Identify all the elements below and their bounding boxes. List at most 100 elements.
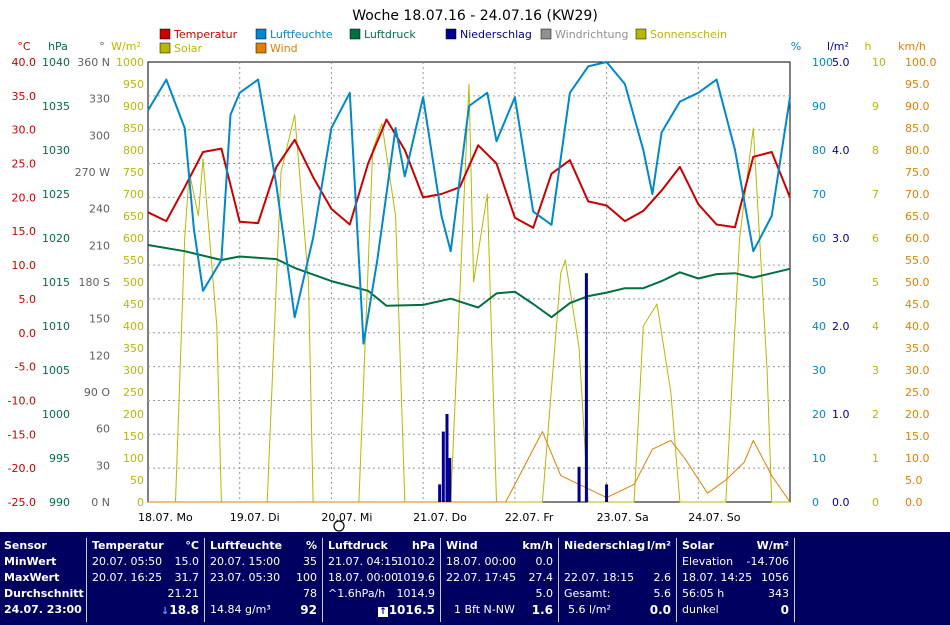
axis-tick-sunshine: 2 [872,408,879,421]
rain-bar [441,431,445,502]
axis-tick-solar: 550 [123,254,144,267]
weather-chart: Woche 18.07.16 - 24.07.16 (KW29) Tempera… [8,8,937,532]
press-trend: ^1.6hPa/h [328,587,386,600]
wind-max-value: 27.4 [528,571,554,584]
luftdruck-header: Luftdruck [328,539,388,552]
plot-area [147,61,791,503]
axis-tick-solar: 950 [123,78,144,91]
rain-bar [584,273,588,502]
temp-current-value: 18.8 [169,603,199,617]
axis-tick-temp: 5.0 [19,293,37,306]
x-tick-label: 23.07. Sa [597,511,649,524]
axis-tick-solar: 450 [123,298,144,311]
axis-tick-sunshine: 6 [872,232,879,245]
axis-unit-direction: ° [99,40,105,53]
temp-min-time: 20.07. 05:50 [92,555,163,568]
axis-units: °C hPa ° W/m²% l/m² h km/h [17,40,926,53]
legend-swatch [635,28,647,40]
trend-up-icon: ↑ [378,607,388,617]
axis-tick-solar: 800 [123,144,144,157]
axis-tick-pressure: 1005 [42,364,70,377]
axis-tick-direction: 300 [89,129,110,142]
press-avg: 1014.9 [396,587,436,600]
axis-tick-solar: 850 [123,122,144,135]
press-min-time: 21.07. 04:15 [328,555,399,568]
axis-tick-wind: 90.0 [905,100,930,113]
axis-tick-direction: 270 W [75,166,110,179]
axis-tick-humidity: 40 [812,320,826,333]
axis-tick-humidity: 10 [812,452,826,465]
sensor-header: Sensor [4,539,47,552]
luftfeuchte-unit: % [305,539,317,552]
axis-tick-temp: 40.0 [12,56,37,69]
luftfeuchte-column: Luftfeuchte% 20.07. 15:00 35 23.07. 05:30… [206,538,323,622]
x-tick-label: 19.07. Di [230,511,280,524]
press-max-value: 1019.6 [396,571,436,584]
solar-state: dunkel [682,603,719,616]
axis-tick-direction: 90 O [84,386,110,399]
axis-tick-pressure: 1035 [42,100,70,113]
axis-tick-wind: 45.0 [905,298,930,311]
hum-avg: 78 [303,587,317,600]
axis-tick-sunshine: 9 [872,100,879,113]
axis-tick-wind: 80.0 [905,144,930,157]
axis-tick-wind: 15.0 [905,430,930,443]
axis-tick-wind: 85.0 [905,122,930,135]
rain-bar [445,414,449,502]
axis-tick-solar: 900 [123,100,144,113]
axis-tick-humidity: 50 [812,276,826,289]
axis-tick-solar: 200 [123,408,144,421]
hum-min-time: 20.07. 15:00 [210,555,281,568]
axis-tick-humidity: 20 [812,408,826,421]
axis-tick-solar: 0 [137,496,144,509]
wind-dir: 1 Bft N-NW [454,603,515,616]
x-tick-label: 22.07. Fr [505,511,554,524]
axis-tick-solar: 300 [123,364,144,377]
axis-tick-wind: 35.0 [905,342,930,355]
solar-elev-label: Elevation [682,555,734,568]
axis-tick-sunshine: 5 [872,276,879,289]
axis-tick-sunshine: 1 [872,452,879,465]
hum-min-value: 35 [303,555,317,568]
axis-tick-pressure: 990 [49,496,70,509]
press-min-value: 1010.2 [396,555,436,568]
axis-tick-wind: 75.0 [905,166,930,179]
axis-tick-wind: 10.0 [905,452,930,465]
axis-tick-pressure: 1015 [42,276,70,289]
axis-tick-direction: 60 [96,423,110,436]
series-line-luftdruck [147,244,791,319]
luftfeuchte-header: Luftfeuchte [210,539,283,552]
legend-swatch [349,28,361,40]
temp-avg: 21.21 [167,587,200,600]
axis-tick-direction: 240 [89,203,110,216]
hum-abs: 14.84 g/m³ [210,603,271,616]
legend-label: Windrichtung [555,28,628,41]
series-line-luftfeuchte [147,61,791,345]
axis-tick-temp: -5.0 [15,361,36,374]
axis-tick-humidity: 80 [812,144,826,157]
axis-tick-wind: 0.0 [905,496,923,509]
legend-swatch [159,28,171,40]
axis-tick-solar: 600 [123,232,144,245]
axis-tick-wind: 65.0 [905,210,930,223]
axis-tick-pressure: 995 [49,452,70,465]
axis-tick-solar: 750 [123,166,144,179]
time-marker-icon[interactable] [333,520,345,532]
sensor-column: Sensor MinWert MaxWert Durchschnitt 24.0… [0,538,87,622]
rain-bar [448,458,452,502]
axis-tick-rain: 2.0 [832,320,850,333]
axis-tick-direction: 150 [89,313,110,326]
wind-max-time: 22.07. 17:45 [446,571,517,584]
legend-swatch [445,28,457,40]
axis-tick-sunshine: 8 [872,144,879,157]
summary-panel: Sensor MinWert MaxWert Durchschnitt 24.0… [0,532,950,625]
x-tick-label: 24.07. So [688,511,740,524]
axis-tick-temp: 15.0 [12,225,37,238]
axis-tick-pressure: 1010 [42,320,70,333]
luftdruck-column: Luftdruck hPa 21.07. 04:15 1010.2 18.07. 0… [324,538,441,622]
rain-bar [605,484,609,502]
axis-tick-direction: 330 [89,93,110,106]
axis-tick-rain: 3.0 [832,232,850,245]
temperatur-unit: °C [185,539,199,552]
minwert-label: MinWert [4,555,57,568]
